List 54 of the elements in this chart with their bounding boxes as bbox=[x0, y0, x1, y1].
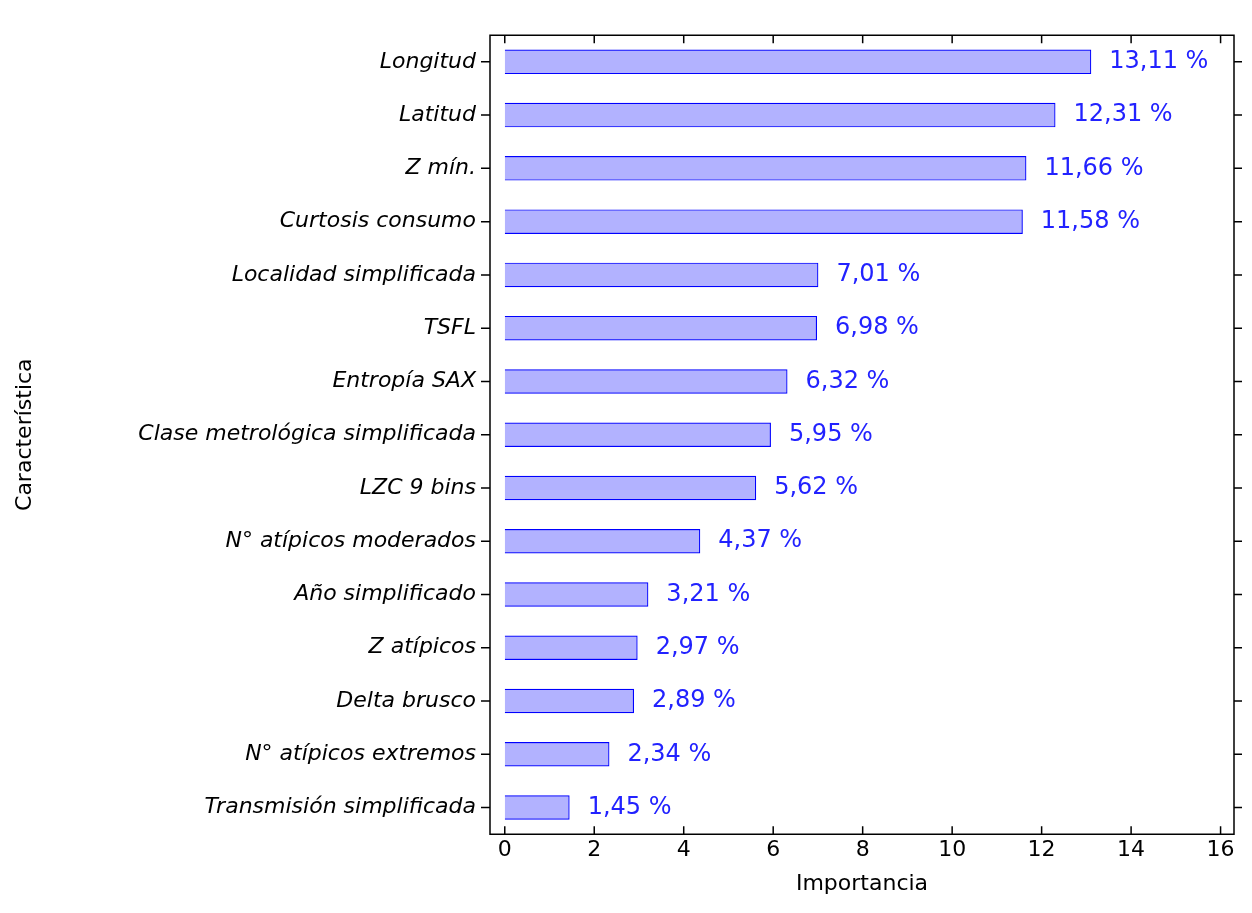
data-label: 11,58 % bbox=[1040, 205, 1140, 234]
data-label: 2,34 % bbox=[627, 738, 712, 767]
data-label: 7,01 % bbox=[836, 259, 921, 288]
y-tick-label: Z mín. bbox=[404, 154, 476, 180]
bar bbox=[504, 49, 1092, 75]
x-tick-label: 12 bbox=[1027, 836, 1056, 862]
bar bbox=[504, 102, 1056, 128]
x-tick-label: 8 bbox=[855, 836, 870, 862]
y-tick-label: Latitud bbox=[398, 100, 478, 126]
data-label: 2,89 % bbox=[652, 685, 736, 714]
y-tick-label: Transmisión simplificada bbox=[204, 793, 476, 819]
bar bbox=[504, 528, 701, 554]
bar bbox=[504, 422, 771, 447]
data-label: 12,31 % bbox=[1073, 99, 1173, 128]
x-tick-label: 14 bbox=[1117, 836, 1146, 862]
y-tick-label: Z atípicos bbox=[367, 633, 476, 659]
y-tick-label: Entropía SAX bbox=[332, 367, 477, 393]
data-label: 11,66 % bbox=[1044, 152, 1144, 181]
bar bbox=[504, 688, 635, 714]
data-label: 5,95 % bbox=[788, 418, 873, 447]
data-label: 6,32 % bbox=[805, 365, 890, 394]
bar bbox=[504, 209, 1023, 234]
bar bbox=[504, 475, 757, 501]
x-tick-label: 10 bbox=[938, 836, 967, 862]
bar bbox=[504, 582, 649, 607]
x-tick-label: 4 bbox=[676, 836, 691, 862]
data-label: 13,11 % bbox=[1109, 46, 1209, 75]
data-label: 4,37 % bbox=[718, 525, 803, 554]
bar bbox=[504, 742, 610, 767]
x-axis-title: Importancia bbox=[795, 869, 929, 895]
x-tick-label: 0 bbox=[497, 836, 512, 862]
y-tick-label: Delta brusco bbox=[336, 686, 476, 712]
y-axis-title: Característica bbox=[10, 358, 36, 511]
data-label: 1,45 % bbox=[587, 791, 672, 820]
data-label: 2,97 % bbox=[655, 632, 740, 660]
y-tick-label: Longitud bbox=[379, 47, 478, 73]
y-tick-label: N° atípicos extremos bbox=[245, 740, 476, 766]
y-tick-label: N° atípicos moderados bbox=[225, 526, 476, 552]
x-tick-label: 2 bbox=[587, 836, 602, 862]
bar bbox=[504, 315, 818, 341]
x-tick-label: 6 bbox=[766, 836, 781, 862]
bar bbox=[504, 156, 1027, 181]
data-label: 5,62 % bbox=[774, 472, 859, 501]
y-tick-label: TSFL bbox=[423, 313, 476, 339]
bar bbox=[504, 262, 819, 288]
y-tick-label: LZC 9 bins bbox=[359, 473, 476, 499]
data-label: 6,98 % bbox=[835, 312, 919, 341]
y-tick-label: Curtosis consumo bbox=[279, 207, 476, 233]
y-tick-label: Localidad simplificada bbox=[231, 260, 476, 286]
y-tick-label: Clase metrológica simplificada bbox=[138, 420, 476, 446]
x-tick-label: 16 bbox=[1206, 836, 1235, 862]
data-label: 3,21 % bbox=[666, 578, 751, 607]
bar bbox=[504, 635, 638, 661]
y-tick-label: Año simplificado bbox=[292, 580, 476, 606]
